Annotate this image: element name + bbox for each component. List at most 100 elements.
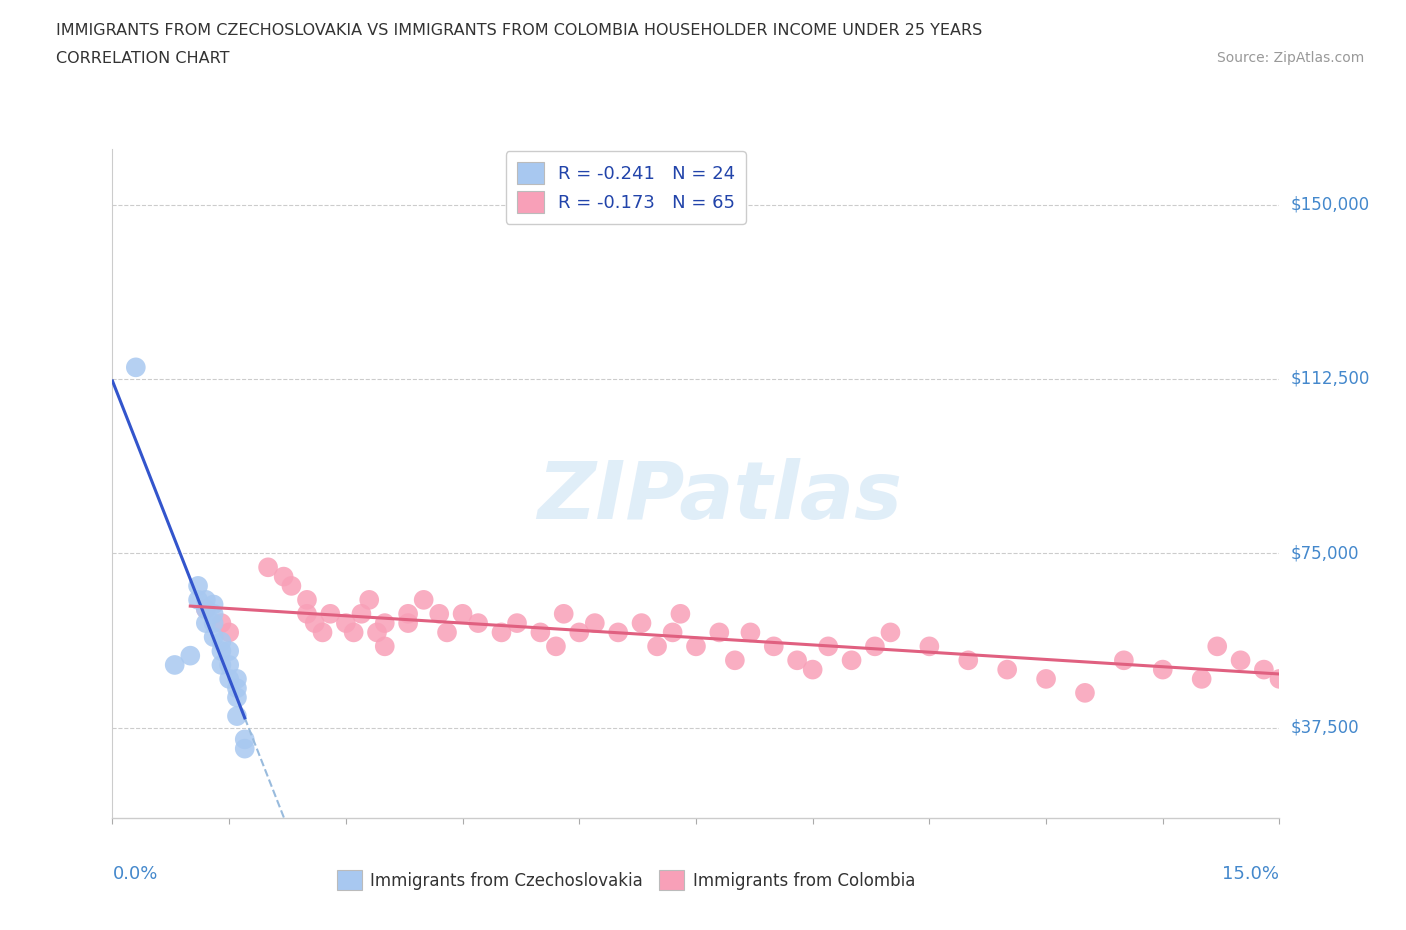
Point xyxy=(553,606,575,621)
Point xyxy=(366,625,388,640)
Point xyxy=(568,625,591,640)
Point xyxy=(1346,653,1368,668)
Point xyxy=(467,616,489,631)
Point xyxy=(396,606,419,621)
Text: CORRELATION CHART: CORRELATION CHART xyxy=(56,51,229,66)
Point xyxy=(1112,653,1135,668)
Text: $112,500: $112,500 xyxy=(1291,370,1369,388)
Point xyxy=(863,639,886,654)
Point xyxy=(295,592,318,607)
Legend: Immigrants from Czechoslovakia, Immigrants from Colombia: Immigrants from Czechoslovakia, Immigran… xyxy=(330,863,922,897)
Point xyxy=(209,658,232,672)
Point xyxy=(685,639,707,654)
Point xyxy=(319,606,342,621)
Point xyxy=(202,630,225,644)
Point xyxy=(451,606,474,621)
Point xyxy=(233,741,256,756)
Point xyxy=(163,658,186,672)
Point xyxy=(740,625,762,640)
Y-axis label: Householder Income Under 25 years: Householder Income Under 25 years xyxy=(0,343,7,624)
Point xyxy=(295,606,318,621)
Point xyxy=(194,602,217,617)
Point xyxy=(311,625,333,640)
Point xyxy=(209,634,232,649)
Point xyxy=(396,616,419,631)
Point xyxy=(350,606,373,621)
Point xyxy=(257,560,280,575)
Point xyxy=(187,578,209,593)
Point xyxy=(529,625,551,640)
Point xyxy=(506,616,529,631)
Point xyxy=(1268,671,1291,686)
Point xyxy=(233,732,256,747)
Point xyxy=(202,597,225,612)
Point xyxy=(1330,699,1353,714)
Point xyxy=(1035,671,1057,686)
Point xyxy=(226,709,249,724)
Text: 15.0%: 15.0% xyxy=(1222,865,1279,884)
Point xyxy=(879,625,901,640)
Point xyxy=(202,616,225,631)
Point xyxy=(226,690,249,705)
Point xyxy=(544,639,567,654)
Text: 0.0%: 0.0% xyxy=(112,865,157,884)
Point xyxy=(218,671,240,686)
Point xyxy=(1152,662,1174,677)
Point xyxy=(491,625,513,640)
Point xyxy=(1253,662,1275,677)
Point xyxy=(817,639,839,654)
Point xyxy=(273,569,295,584)
Point xyxy=(374,616,396,631)
Point xyxy=(786,653,808,668)
Point xyxy=(359,592,381,607)
Point xyxy=(669,606,692,621)
Point xyxy=(202,606,225,621)
Point xyxy=(661,625,683,640)
Point xyxy=(436,625,458,640)
Text: $75,000: $75,000 xyxy=(1291,544,1360,563)
Point xyxy=(957,653,980,668)
Point xyxy=(427,606,450,621)
Point xyxy=(335,616,357,631)
Point xyxy=(1229,653,1251,668)
Text: Source: ZipAtlas.com: Source: ZipAtlas.com xyxy=(1216,51,1364,65)
Point xyxy=(709,625,731,640)
Point xyxy=(1074,685,1097,700)
Point xyxy=(226,681,249,696)
Point xyxy=(209,616,232,631)
Point xyxy=(226,671,249,686)
Point xyxy=(630,616,652,631)
Point xyxy=(801,662,824,677)
Point xyxy=(1361,639,1384,654)
Text: $150,000: $150,000 xyxy=(1291,195,1369,214)
Point xyxy=(194,592,217,607)
Point xyxy=(280,578,302,593)
Text: $37,500: $37,500 xyxy=(1291,719,1360,737)
Point xyxy=(218,625,240,640)
Point xyxy=(218,658,240,672)
Point xyxy=(1284,685,1306,700)
Point xyxy=(194,616,217,631)
Point xyxy=(374,639,396,654)
Point xyxy=(343,625,366,640)
Point xyxy=(209,644,232,658)
Point xyxy=(1206,639,1229,654)
Point xyxy=(304,616,326,631)
Point xyxy=(762,639,785,654)
Point xyxy=(194,602,217,617)
Point xyxy=(1191,671,1213,686)
Point xyxy=(218,644,240,658)
Point xyxy=(583,616,606,631)
Point xyxy=(995,662,1018,677)
Point xyxy=(125,360,148,375)
Point xyxy=(841,653,863,668)
Point xyxy=(607,625,630,640)
Point xyxy=(187,592,209,607)
Point xyxy=(724,653,747,668)
Text: ZIPatlas: ZIPatlas xyxy=(537,458,901,536)
Point xyxy=(179,648,201,663)
Point xyxy=(645,639,668,654)
Point xyxy=(918,639,941,654)
Point xyxy=(412,592,434,607)
Point xyxy=(1308,639,1330,654)
